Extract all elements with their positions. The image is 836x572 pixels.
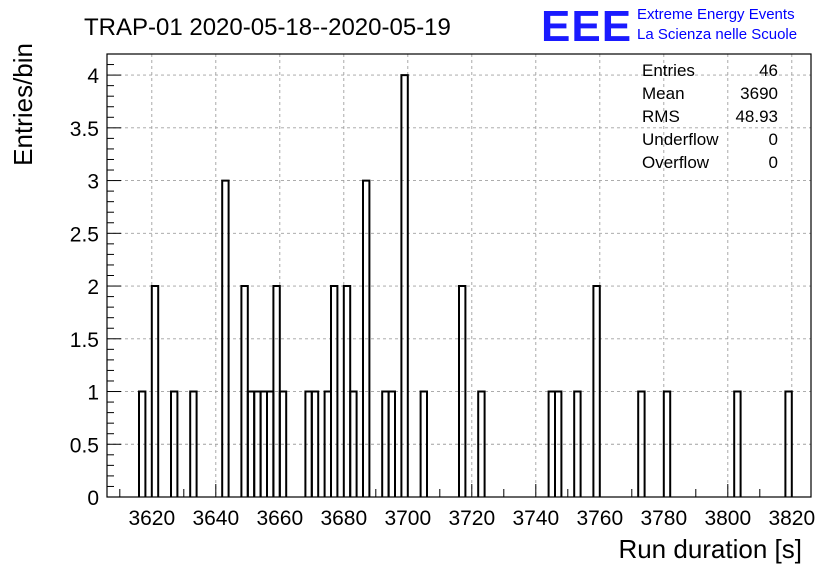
y-tick-label: 3 <box>87 171 99 194</box>
x-axis-label: Run duration [s] <box>618 534 802 564</box>
chart-title: TRAP-01 2020-05-18--2020-05-19 <box>84 14 451 41</box>
histogram-bin <box>554 390 563 497</box>
x-tick-label: 3740 <box>512 507 559 530</box>
histogram-bin <box>170 390 179 497</box>
eee-logo-line2: La Scienza nelle Scuole <box>637 26 797 43</box>
histogram-bin <box>573 390 582 497</box>
histogram-bin <box>400 74 409 497</box>
x-tick-label: 3700 <box>384 507 431 530</box>
stats-mean-value: 3690 <box>740 84 778 103</box>
histogram-bin <box>458 285 467 497</box>
stats-overflow-value: 0 <box>769 153 778 172</box>
histogram-bars <box>138 74 793 497</box>
stats-rms-value: 48.93 <box>735 107 778 126</box>
histogram-bin <box>419 390 428 497</box>
histogram-bin <box>310 390 320 497</box>
histogram-bin <box>278 390 288 497</box>
y-tick-label: 2 <box>87 276 99 299</box>
x-tick-label: 3680 <box>320 507 367 530</box>
stats-underflow-value: 0 <box>769 130 778 149</box>
stats-rms-label: RMS <box>642 107 680 126</box>
histogram-bin <box>138 390 147 497</box>
y-axis-ticks: 0 0.5 1 1.5 2 2.5 3 3.5 4 <box>70 53 121 510</box>
x-tick-label: 3620 <box>128 507 175 530</box>
x-tick-label: 3800 <box>704 507 751 530</box>
histogram-bin <box>637 390 646 497</box>
stats-underflow-label: Underflow <box>642 130 719 149</box>
x-tick-label: 3780 <box>640 507 687 530</box>
x-tick-label: 3640 <box>192 507 239 530</box>
stats-entries-label: Entries <box>642 61 695 80</box>
y-tick-label: 1 <box>87 382 99 405</box>
x-tick-label: 3660 <box>256 507 303 530</box>
y-tick-label: 2.5 <box>70 223 99 246</box>
eee-logo-mark: EEE <box>541 2 632 51</box>
histogram-bin <box>592 285 601 497</box>
stats-mean-label: Mean <box>642 84 685 103</box>
eee-logo-line1: Extreme Energy Events <box>637 6 795 23</box>
histogram-bin <box>221 179 230 497</box>
stats-overflow-label: Overflow <box>642 153 710 172</box>
stats-entries-value: 46 <box>759 61 778 80</box>
x-tick-label: 3720 <box>448 507 495 530</box>
x-axis-ticks: 3620 3640 3660 3680 3700 3720 3740 3760 3780 3800… <box>119 484 815 530</box>
y-tick-label: 1.5 <box>70 329 99 352</box>
histogram-bin <box>662 390 672 497</box>
x-tick-label: 3760 <box>576 507 623 530</box>
histogram-bin <box>189 390 198 497</box>
histogram-bin <box>387 390 396 497</box>
y-tick-label: 4 <box>87 65 99 88</box>
eee-logo: EEE Extreme Energy Events La Scienza nel… <box>541 2 797 51</box>
x-tick-label: 3820 <box>768 507 815 530</box>
histogram-bin <box>330 285 339 497</box>
y-tick-label: 3.5 <box>70 118 99 141</box>
stats-box: Entries 46 Mean 3690 RMS 48.93 Underflow… <box>642 61 778 172</box>
y-tick-label: 0.5 <box>70 434 99 457</box>
histogram-bin <box>150 285 160 497</box>
histogram-bin <box>733 390 742 497</box>
histogram-bin <box>349 390 358 497</box>
histogram-bin <box>784 390 793 497</box>
y-axis-label: Entries/bin <box>8 43 38 166</box>
y-tick-label: 0 <box>87 487 99 510</box>
histogram-bin <box>362 179 371 497</box>
histogram-bin <box>477 390 486 497</box>
